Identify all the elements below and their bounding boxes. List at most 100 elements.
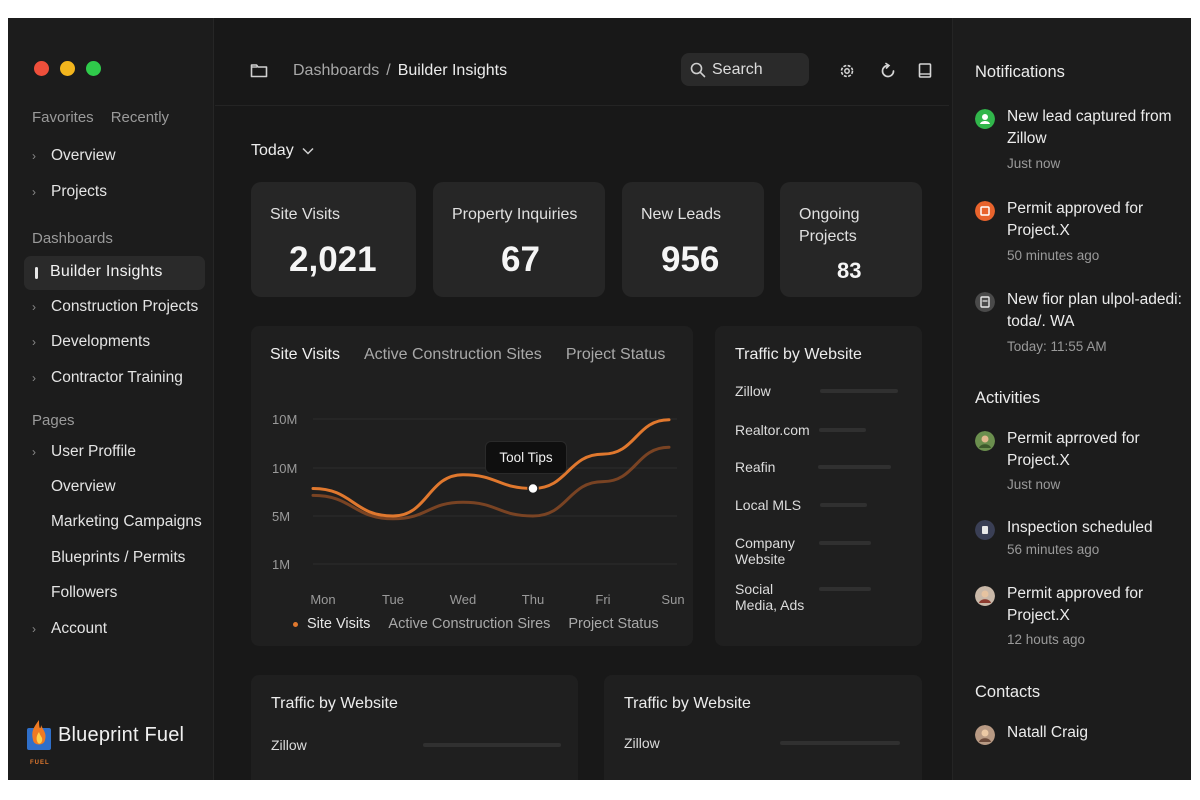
x-tick-label: Tue xyxy=(382,592,404,606)
traffic-bar xyxy=(423,743,561,747)
sidebar-item-projects[interactable]: › Projects xyxy=(32,181,107,203)
notification-text: New fior plan ulpol-adedi: toda/. WA xyxy=(1007,291,1182,330)
sidebar-item-label: Followers xyxy=(51,584,118,601)
traffic-title: Traffic by Website xyxy=(735,346,862,363)
activity-text: Permit aprroved for Project.X xyxy=(1007,430,1140,469)
x-tick-label: Sun xyxy=(661,592,684,606)
chart-tooltip: Tool Tips xyxy=(485,441,567,474)
x-tick-label: Wed xyxy=(450,592,477,606)
activity-time: 12 houts ago xyxy=(1007,632,1086,647)
sidebar-item-overview-page[interactable]: Overview xyxy=(32,476,116,498)
breadcrumb-separator: / xyxy=(386,62,391,79)
sidebar-item-label: Overview xyxy=(51,478,116,495)
inspection-icon xyxy=(975,520,995,540)
y-tick-label: 5M xyxy=(272,509,290,524)
sidebar-item-developments[interactable]: › Developments xyxy=(32,331,150,353)
stat-value: 67 xyxy=(501,240,540,279)
activity-time: 56 minutes ago xyxy=(1007,542,1100,557)
chevron-right-icon: › xyxy=(32,622,36,636)
series-line-series[interactable] xyxy=(311,445,671,521)
legend-site-visits[interactable]: Site Visits xyxy=(293,616,370,632)
contact-name: Natall Craig xyxy=(1007,724,1088,741)
sidebar-item-label: Builder Insights xyxy=(50,263,163,280)
breadcrumb-current: Builder Insights xyxy=(397,62,508,79)
traffic-bar xyxy=(818,465,891,469)
avatar xyxy=(975,725,995,745)
notification-time: 50 minutes ago xyxy=(1007,248,1100,263)
sidebar-item-label: Account xyxy=(51,620,108,637)
legend-active-construction-sites[interactable]: Active Construction Sires xyxy=(388,616,551,632)
traffic-panel-bottom-right: Traffic by Website Zillow xyxy=(604,675,922,780)
traffic-bar xyxy=(819,428,866,432)
traffic-title: Traffic by Website xyxy=(624,695,751,712)
period-selector[interactable]: Today xyxy=(251,142,314,160)
traffic-panel: Traffic by Website Zillow Realtor.com Reaf… xyxy=(715,326,922,646)
flame-logo-icon xyxy=(27,720,51,750)
traffic-row-label: Zillow xyxy=(271,737,307,753)
traffic-title: Traffic by Website xyxy=(271,695,398,712)
sidebar-item-user-profile[interactable]: › User Proffile xyxy=(32,441,136,463)
sidebar: Favorites Recently › Overview › Projects… xyxy=(8,18,214,780)
folder-icon[interactable] xyxy=(250,62,268,78)
refresh-icon[interactable] xyxy=(879,62,897,80)
maximize-window-button[interactable] xyxy=(86,61,101,76)
sidebar-item-overview[interactable]: › Overview xyxy=(32,145,116,167)
x-tick-label: Mon xyxy=(310,592,335,606)
stat-label: Property Inquiries xyxy=(452,206,578,223)
tab-active-construction-sites[interactable]: Active Construction Sites xyxy=(363,346,542,363)
tab-recently[interactable]: Recently xyxy=(110,109,170,126)
sidebar-item-construction-projects[interactable]: › Construction Projects xyxy=(32,296,198,318)
search-input[interactable] xyxy=(712,60,802,79)
traffic-row-label: Realtor.com xyxy=(735,422,810,438)
chart-highlight-point[interactable] xyxy=(527,482,539,495)
breadcrumb: Dashboards / Builder Insights xyxy=(293,62,507,80)
y-tick-label: 10M xyxy=(272,412,297,427)
search-icon xyxy=(690,62,706,77)
chart-panel: Site Visits Active Construction Sites Pr… xyxy=(251,326,693,646)
gear-icon[interactable] xyxy=(838,62,856,80)
search-box[interactable] xyxy=(681,53,809,86)
sidebar-item-followers[interactable]: Followers xyxy=(32,582,117,604)
sidebar-item-label: Projects xyxy=(51,183,107,200)
minimize-window-button[interactable] xyxy=(60,61,75,76)
legend-dot xyxy=(293,621,298,627)
sidebar-item-contractor-training[interactable]: › Contractor Training xyxy=(32,367,183,389)
stat-card-property-inquiries: Property Inquiries 67 xyxy=(433,182,605,297)
top-bar: Dashboards / Builder Insights xyxy=(215,18,949,106)
stat-card-ongoing-projects: Ongoing Projects 83 xyxy=(780,182,922,297)
tab-project-status[interactable]: Project Status xyxy=(565,346,666,363)
chevron-right-icon: › xyxy=(32,445,36,459)
chevron-right-icon: › xyxy=(32,335,36,349)
sidebar-item-account[interactable]: › Account xyxy=(32,618,107,640)
avatar xyxy=(975,586,995,606)
breadcrumb-root[interactable]: Dashboards xyxy=(293,62,380,79)
line-chart: 10M 10M 5M 1M Mon Tue Wed Thu Fri Sun xyxy=(272,412,685,606)
legend-project-status[interactable]: Project Status xyxy=(568,616,659,632)
notification-time: Today: 11:55 AM xyxy=(1007,339,1107,354)
chevron-right-icon: › xyxy=(32,185,36,199)
notification-text: Permit approved for Project.X xyxy=(1007,200,1144,239)
chevron-right-icon: › xyxy=(32,371,36,385)
sidebar-item-label: Developments xyxy=(51,333,151,350)
notifications-title: Notifications xyxy=(975,63,1065,81)
traffic-bar xyxy=(820,503,867,507)
tab-site-visits[interactable]: Site Visits xyxy=(270,346,340,363)
stat-label: New Leads xyxy=(641,206,722,223)
bookmark-icon[interactable] xyxy=(916,62,934,80)
sidebar-item-blueprints-permits[interactable]: Blueprints / Permits xyxy=(32,547,185,569)
sidebar-tabs: Favorites Recently xyxy=(32,109,169,126)
tab-favorites[interactable]: Favorites xyxy=(32,109,94,126)
stat-value: 956 xyxy=(661,240,720,279)
sidebar-item-marketing-campaigns[interactable]: Marketing Campaigns xyxy=(32,511,202,533)
sidebar-item-builder-insights[interactable]: Builder Insights xyxy=(24,256,205,290)
traffic-row-label: Local MLS xyxy=(735,497,802,513)
close-window-button[interactable] xyxy=(34,61,49,76)
brand-subtitle: FUEL xyxy=(30,760,50,766)
sidebar-item-label: Marketing Campaigns xyxy=(51,513,202,530)
series-line-site-visits[interactable] xyxy=(311,418,671,518)
section-pages: Pages xyxy=(32,412,75,429)
stat-label: Ongoing Projects xyxy=(799,206,860,245)
notification-time: Just now xyxy=(1007,156,1061,171)
permit-icon xyxy=(975,201,995,221)
floor-plan-icon xyxy=(975,292,995,312)
